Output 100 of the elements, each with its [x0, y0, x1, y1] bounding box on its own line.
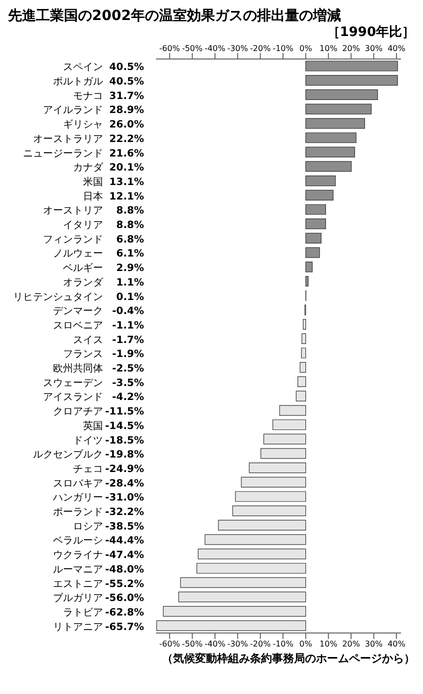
- data-label: 31.7%: [109, 90, 144, 102]
- y-tick-label: ノルウェー: [53, 248, 103, 260]
- y-tick-label: スペイン: [63, 62, 103, 74]
- bar: [248, 462, 306, 474]
- data-label: 6.1%: [116, 248, 144, 260]
- x2-tick-label: -10%: [272, 44, 294, 53]
- bar: [260, 448, 306, 459]
- data-label: -18.5%: [105, 435, 144, 446]
- y-tick-label: スウェーデン: [43, 378, 103, 389]
- y-tick-label: フィンランド: [43, 234, 103, 246]
- x-tick-label: 20%: [342, 640, 360, 649]
- bar: [162, 606, 306, 617]
- y-tick-label: スイス: [73, 334, 103, 346]
- x-tick-label: 10%: [320, 640, 338, 649]
- bar: [279, 405, 306, 416]
- x2-tick-label: -40%: [204, 44, 226, 53]
- y-tick-label: フランス: [63, 349, 103, 360]
- data-label: -11.5%: [105, 406, 144, 418]
- bar: [240, 476, 306, 488]
- data-label: 8.8%: [116, 220, 144, 232]
- bar: [305, 118, 366, 129]
- x-tick-label: -50%: [182, 640, 204, 649]
- bar: [305, 146, 356, 158]
- data-label: -3.5%: [112, 378, 144, 389]
- y-tick-label: ブルガリア: [53, 592, 103, 604]
- y-tick-label: モナコ: [73, 90, 103, 102]
- x2-tick-label: -50%: [182, 44, 204, 53]
- x2-tick-label: 20%: [342, 44, 360, 53]
- bar: [232, 506, 306, 516]
- x2-tick-label: 40%: [388, 44, 406, 53]
- y-tick-label: 日本: [83, 190, 103, 202]
- y-tick-label: ポーランド: [53, 507, 103, 518]
- bar: [297, 376, 306, 387]
- bar: [302, 333, 306, 344]
- data-label: -1.1%: [112, 320, 144, 332]
- y-tick-label: 米国: [83, 176, 103, 188]
- bar: [300, 362, 306, 373]
- bar: [305, 161, 352, 172]
- data-label: 20.1%: [109, 162, 144, 174]
- bar: [198, 548, 306, 560]
- bar: [296, 390, 306, 402]
- text: （気候変動枠組み条約事務局のホームページから）: [161, 651, 415, 666]
- bar: [305, 132, 356, 144]
- data-label: -48.0%: [105, 564, 144, 576]
- data-label: 28.9%: [109, 105, 144, 116]
- y-tick-label: リトアニア: [53, 622, 103, 633]
- x-tick-label: -10%: [272, 640, 294, 649]
- y-tick-label: ベラルーシ: [53, 536, 103, 547]
- data-label: -65.7%: [105, 622, 144, 633]
- y-tick-label: ラトビア: [63, 607, 103, 618]
- x-tick-label: -60%: [159, 640, 180, 649]
- y-tick-label: アイルランド: [43, 105, 103, 116]
- bar: [305, 60, 398, 72]
- data-label: 6.8%: [116, 234, 144, 246]
- x2-tick-label: -30%: [227, 44, 248, 53]
- data-label: 1.1%: [116, 277, 144, 288]
- bar: [218, 520, 306, 530]
- y-tick-label: ハンガリー: [52, 492, 103, 504]
- y-tick-label: ルクセンブルク: [33, 448, 103, 461]
- bar: [305, 262, 313, 272]
- bar: [305, 204, 326, 215]
- data-label: -28.4%: [105, 478, 144, 490]
- y-tick-label: オーストリア: [43, 206, 103, 217]
- bar: [305, 104, 372, 114]
- y-tick-label: デンマーク: [53, 306, 103, 318]
- y-tick-label: チェコ: [73, 464, 103, 475]
- y-tick-label: スロベニア: [53, 320, 103, 332]
- y-tick-label: エストニア: [53, 578, 103, 590]
- data-label: 12.1%: [109, 191, 144, 202]
- y-tick-label: 欧州共同体: [53, 362, 103, 375]
- data-label: -4.2%: [112, 392, 144, 404]
- bar: [178, 592, 306, 602]
- bar: [305, 176, 336, 186]
- data-label: -2.5%: [112, 364, 144, 375]
- bar: [305, 190, 334, 200]
- data-label: -32.2%: [105, 507, 144, 518]
- y-tick-label: リヒテンシュタイン: [13, 292, 103, 303]
- data-label: 40.5%: [109, 62, 144, 74]
- y-tick-label: オーストラリア: [33, 134, 103, 145]
- data-label: 13.1%: [109, 176, 144, 188]
- y-tick-label: オランダ: [63, 276, 104, 288]
- bar: [305, 276, 309, 287]
- x2-tick-label: -20%: [250, 44, 272, 53]
- y-tick-label: ギリシャ: [63, 118, 103, 131]
- bar: [302, 319, 306, 330]
- bar: [305, 75, 398, 86]
- data-label: -0.4%: [112, 306, 144, 318]
- data-label: -1.9%: [112, 349, 144, 360]
- x-tick-label: 30%: [364, 640, 384, 649]
- y-tick-label: ポルトガル: [53, 76, 103, 88]
- data-label: 0.1%: [116, 292, 144, 303]
- x-tick-label: -20%: [250, 640, 272, 649]
- bar: [305, 89, 378, 100]
- bar: [301, 348, 306, 358]
- bar: [305, 232, 322, 244]
- data-label: -1.7%: [112, 334, 144, 346]
- data-label: -14.5%: [105, 420, 144, 432]
- bar: [204, 534, 306, 545]
- x-tick-label: -30%: [227, 640, 248, 649]
- data-label: -55.2%: [105, 578, 144, 590]
